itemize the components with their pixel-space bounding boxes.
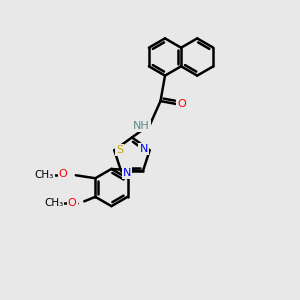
Text: O: O [177,99,186,109]
Text: CH₃: CH₃ [44,198,63,208]
Text: NH: NH [133,121,150,131]
Text: CH₃: CH₃ [35,170,54,180]
Text: S: S [116,145,123,155]
Text: N: N [123,167,131,178]
Text: N: N [140,144,148,154]
Text: O: O [59,169,68,179]
Text: O: O [68,198,76,208]
